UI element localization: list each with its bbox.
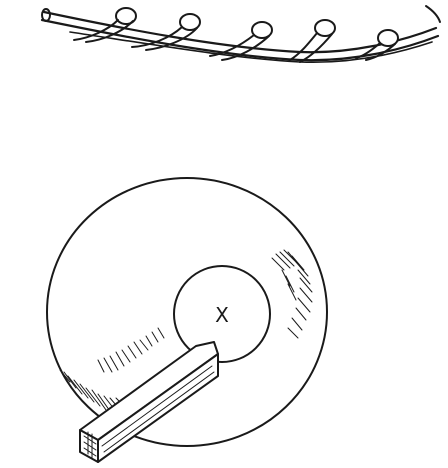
rope-loop <box>289 19 336 63</box>
shading-hatch <box>271 249 313 339</box>
rope-loop <box>131 13 201 51</box>
disc-drawing: X <box>46 177 328 463</box>
rope-loop <box>355 29 399 61</box>
center-mark-label: X <box>215 303 229 327</box>
rope-loop <box>73 7 137 43</box>
rope-loop <box>209 21 273 61</box>
wrapped-rope-drawing <box>40 5 441 64</box>
wooden-stick <box>79 341 219 463</box>
